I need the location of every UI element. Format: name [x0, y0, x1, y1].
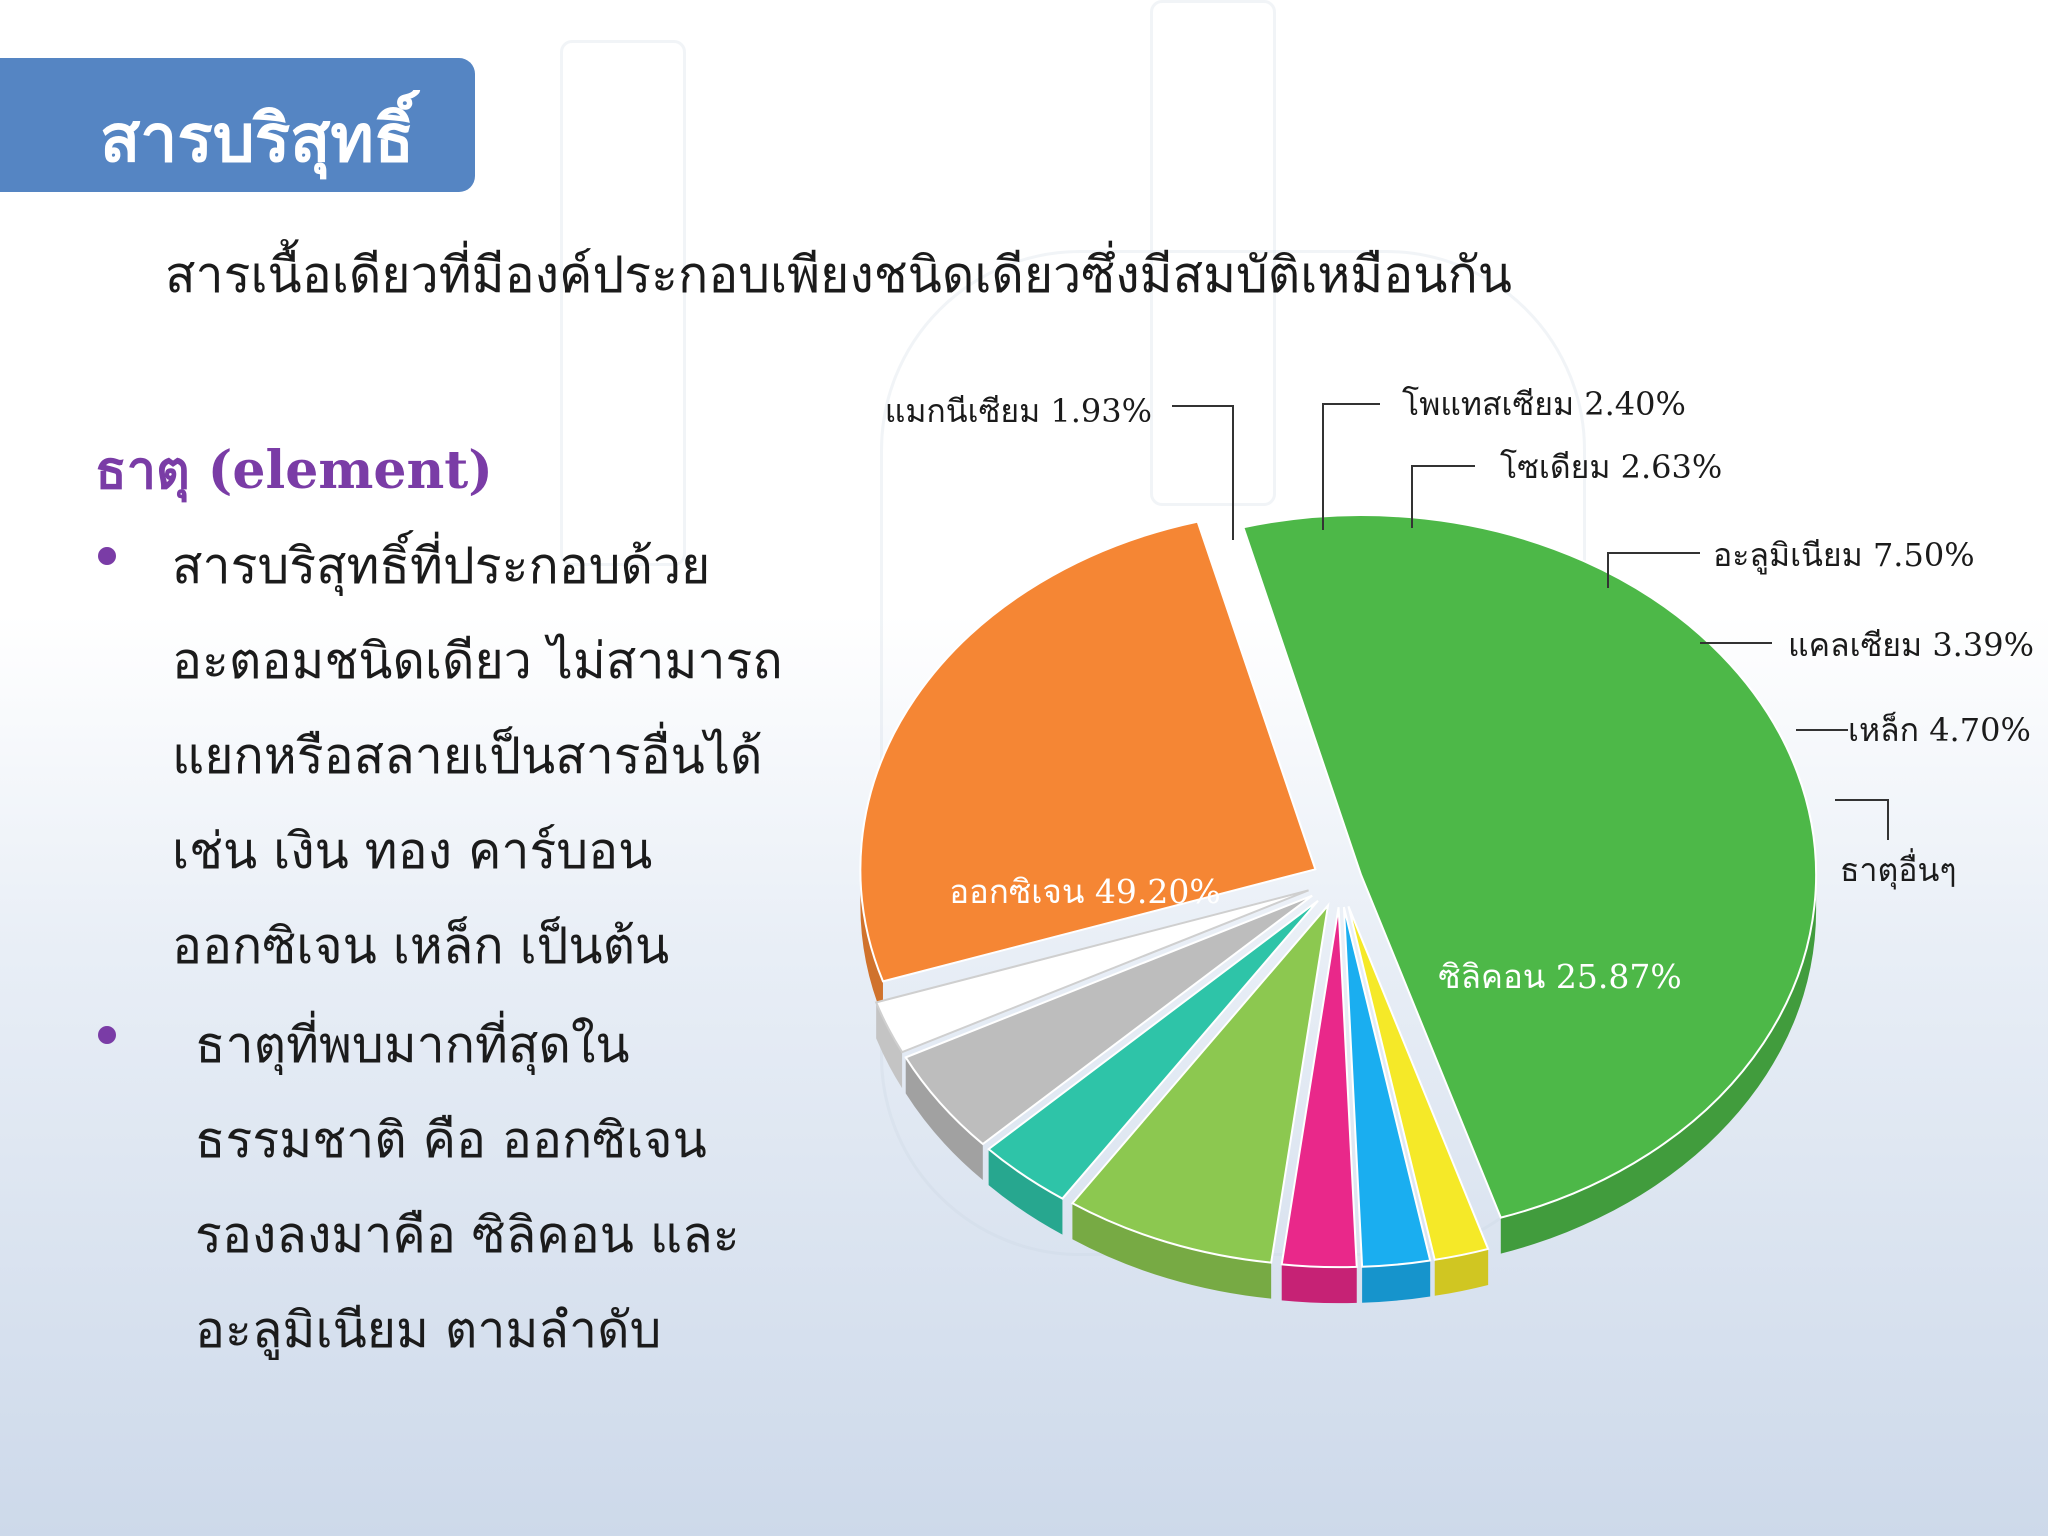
- title-bar: [0, 58, 475, 192]
- pie-slice-side: [876, 1002, 903, 1089]
- slice-label: ธาตุอื่นๆ: [1840, 848, 1957, 890]
- slice-label: โพแทสเซียม 2.40%: [1402, 385, 1686, 423]
- pie-slice-side: [1362, 1260, 1431, 1303]
- slice-label: แคลเซียม 3.39%: [1788, 626, 2034, 664]
- bullet-1-line-3: แยกหรือสลายเป็นสารอื่นได้: [172, 727, 763, 785]
- pie-slice-side: [1281, 1264, 1357, 1304]
- bullet-1-line-1: สารบริสุทธิ์ที่ประกอบด้วย: [172, 537, 711, 595]
- background-flask-2: [1150, 0, 1276, 506]
- bullet-1-line-2: อะตอมชนิดเดียว ไม่สามารถ: [172, 632, 783, 690]
- pie-slice: [859, 520, 1317, 983]
- pie-slice-side: [860, 869, 883, 1018]
- pie-slice: [1347, 905, 1490, 1261]
- pie-slice-side: [905, 1057, 983, 1181]
- pie-slice: [1280, 907, 1358, 1269]
- slice-label: ออกซิเจน 49.20%: [949, 872, 1221, 911]
- pie-slice-side: [988, 1149, 1063, 1235]
- bullet-2-line-1: ธาตุที่พบมากที่สุดใน: [195, 1016, 630, 1074]
- slice-label: เหล็ก 4.70%: [1848, 711, 2031, 749]
- slide-title: สารบริสุทธิ์: [100, 99, 415, 177]
- slice-label: โซเดียม 2.63%: [1500, 448, 1722, 486]
- pie-slice: [1070, 902, 1330, 1264]
- bullet-2-line-2: ธรรมชาติ คือ ออกซิเจน: [195, 1111, 707, 1169]
- pie-slice: [904, 894, 1313, 1146]
- bullet-1-line-5: ออกซิเจน เหล็ก เป็นต้น: [172, 917, 670, 975]
- leader-line: [1835, 799, 1889, 840]
- pie-slice-side: [1434, 1248, 1489, 1296]
- leader-line: [1411, 465, 1475, 528]
- bullet-2-line-3: รองลงมาคือ ซิลิคอน และ: [195, 1206, 740, 1264]
- bullet-2-line-4: อะลูมิเนียม ตามลำดับ: [195, 1301, 662, 1359]
- bullet-1-line-4: เช่น เงิน ทอง คาร์บอน: [172, 822, 653, 880]
- leader-line: [1172, 405, 1234, 540]
- leader-line: [1607, 552, 1700, 588]
- pie-slice: [1342, 906, 1432, 1268]
- leader-line: [1322, 403, 1380, 530]
- element-heading: ธาตุ (element): [95, 440, 493, 501]
- bullet-2-dot: [98, 1026, 116, 1044]
- bullet-1-dot: [98, 547, 116, 565]
- slice-label: แมกนีเซียม 1.93%: [885, 392, 1152, 430]
- pie-slice: [874, 889, 1309, 1054]
- background-flask-1: [560, 40, 686, 566]
- slice-label: ซิลิคอน 25.87%: [1438, 957, 1681, 996]
- pie-slice: [1242, 514, 1818, 1219]
- definition-text: สารเนื้อเดียวที่มีองค์ประกอบเพียงชนิดเดี…: [165, 246, 1512, 304]
- pie-slice-side: [1500, 875, 1817, 1254]
- pie-slice: [987, 899, 1319, 1200]
- slice-label: อะลูมิเนียม 7.50%: [1713, 536, 1975, 575]
